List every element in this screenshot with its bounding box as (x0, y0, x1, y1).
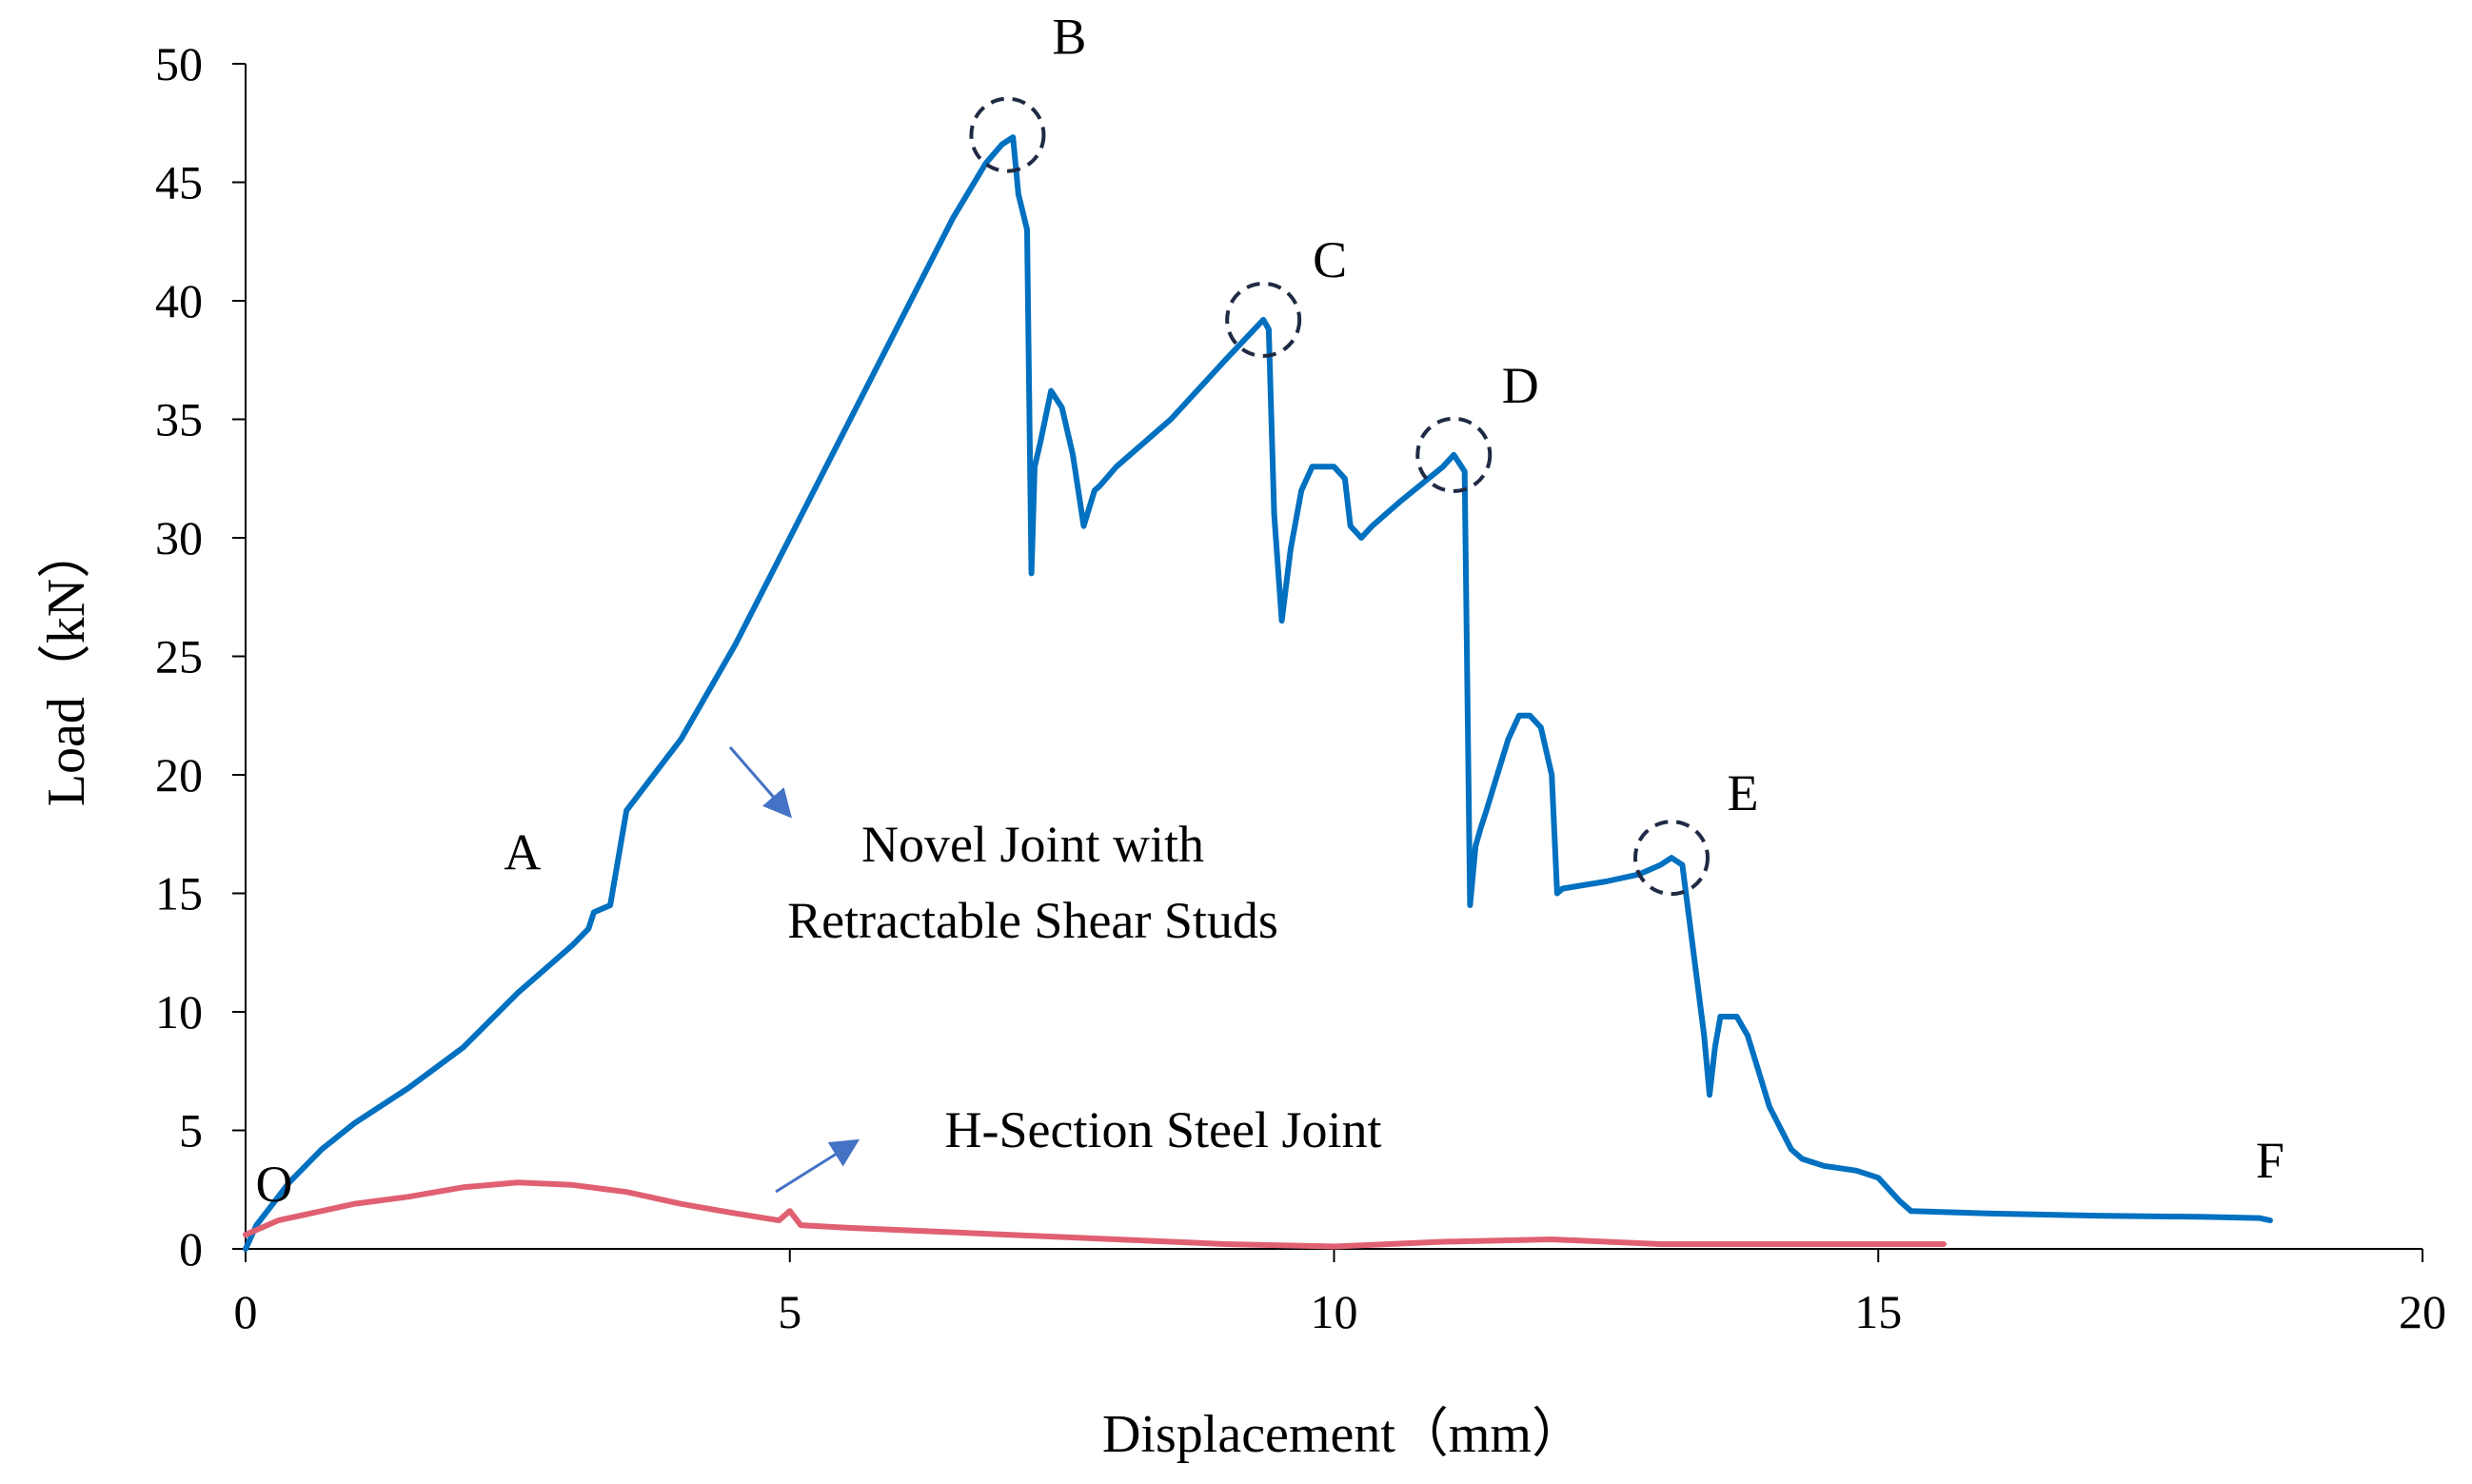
series-layer (243, 134, 2273, 1252)
x-tick-label: 5 (778, 1285, 801, 1338)
point-label-f: F (2256, 1132, 2284, 1189)
y-tick-label: 10 (155, 985, 203, 1039)
y-tick-label: 45 (155, 156, 203, 209)
x-axis-title: Displacement（mm） (1102, 1405, 1585, 1464)
x-tick-label: 15 (1854, 1285, 1902, 1338)
point-label-o: O (256, 1156, 293, 1213)
point-d-circle (1415, 416, 1493, 493)
point-e-circle (1632, 820, 1710, 897)
point-label-c: C (1313, 231, 1347, 288)
series-line-h-section-joint (243, 1179, 1947, 1250)
point-label-b: B (1052, 9, 1086, 66)
y-tick-label: 5 (179, 1104, 203, 1158)
series-label-h-section-joint: H-Section Steel Joint (945, 1101, 1382, 1158)
y-tick-label: 15 (155, 867, 203, 920)
point-label-d: D (1502, 357, 1539, 414)
series-label-novel-joint-line2: Retractable Shear Studs (787, 892, 1278, 949)
x-tick-label: 20 (2399, 1285, 2446, 1338)
arrow-novel-joint (728, 746, 792, 819)
y-tick-label: 30 (155, 511, 203, 564)
y-tick-label: 25 (155, 630, 203, 683)
y-tick-label: 0 (179, 1222, 203, 1276)
x-tick-label: 10 (1311, 1285, 1358, 1338)
x-tick-label: 0 (234, 1285, 258, 1338)
y-tick-label: 40 (155, 274, 203, 327)
y-tick-label: 35 (155, 393, 203, 446)
y-axis-title: Load（kN） (37, 525, 96, 807)
point-c-circle (1225, 281, 1302, 358)
axes: 0 5 10 15 20 25 30 35 40 45 50 0 5 10 15 20 (155, 37, 2446, 1338)
y-tick-label: 20 (155, 748, 203, 801)
point-label-e: E (1727, 764, 1758, 821)
series-label-novel-joint-line1: Novel Joint with (861, 816, 1204, 873)
point-label-a: A (504, 823, 541, 881)
y-tick-label: 50 (155, 37, 203, 90)
point-b-circle (969, 96, 1046, 173)
y-ticks: 0 5 10 15 20 25 30 35 40 45 50 (155, 37, 246, 1276)
series-line-novel-joint (243, 134, 2273, 1252)
x-ticks: 0 5 10 15 20 (234, 1249, 2446, 1338)
annotations: O A B C D E F Novel Joint with Retractable Shear… (256, 9, 2284, 1213)
arrow-h-section-joint (775, 1138, 860, 1194)
